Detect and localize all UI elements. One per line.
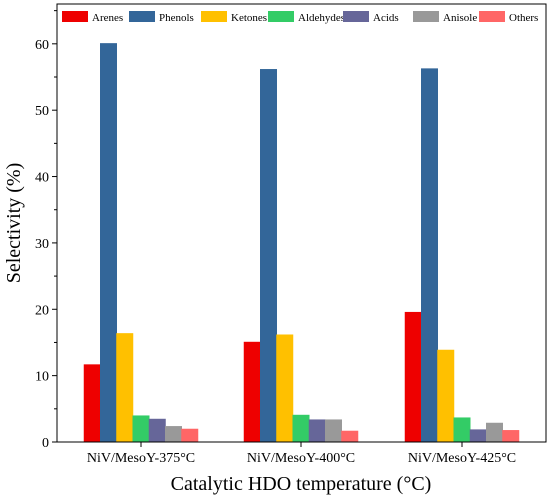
bar-others-3 [502,430,520,442]
bar-others-2 [341,430,359,442]
x-category-label: NiV/MesoY-400°C [247,451,355,466]
y-tick-label: 20 [35,303,49,318]
legend-swatch-ketones [201,11,227,22]
y-tick-label: 10 [35,370,49,385]
legend: Arenes Phenols Ketones Aldehydes Acids Anisol… [62,11,538,24]
legend-label-arenes: Arenes [92,12,123,24]
bars-group [83,43,520,443]
x-axis-ticks: NiV/MesoY-375°C NiV/MesoY-400°C NiV/MesoY-… [87,442,516,466]
bar-others-1 [181,428,199,442]
legend-swatch-acids [343,11,369,22]
bar-acids-1 [148,418,166,442]
bar-ketones-3 [437,349,455,442]
legend-swatch-arenes [62,11,88,22]
legend-label-aldehydes: Aldehydes [298,12,345,24]
bar-acids-2 [308,419,326,442]
bar-ketones-1 [116,333,134,442]
bar-anisole-3 [486,422,503,442]
bar-anisole-2 [325,419,342,442]
legend-label-ketones: Ketones [231,12,267,24]
bar-phenols-3 [421,68,438,443]
bar-aldehydes-1 [132,415,150,442]
legend-label-others: Others [509,12,538,24]
y-tick-label: 50 [35,104,49,119]
bar-arenes-1 [83,364,101,442]
bar-ketones-2 [276,334,294,442]
x-category-label: NiV/MesoY-375°C [87,451,195,466]
legend-swatch-anisole [413,11,439,22]
bar-arenes-3 [404,311,422,442]
legend-label-anisole: Anisole [443,12,477,24]
bar-aldehydes-2 [292,414,310,442]
y-tick-label: 40 [35,171,49,186]
bar-acids-3 [469,429,487,442]
legend-swatch-aldehydes [268,11,294,22]
legend-swatch-phenols [129,11,155,22]
legend-label-acids: Acids [373,12,399,24]
y-tick-label: 60 [35,38,49,53]
bar-arenes-2 [243,341,261,442]
x-category-label: NiV/MesoY-425°C [408,451,516,466]
bar-anisole-1 [165,426,182,442]
x-axis-title: Catalytic HDO temperature (°C) [171,473,432,495]
legend-swatch-others [479,11,505,22]
y-tick-label: 0 [42,436,49,451]
bar-aldehydes-3 [453,417,471,442]
y-axis-ticks: 0 10 20 30 40 50 60 [35,10,57,451]
bar-phenols-1 [100,43,117,443]
legend-label-phenols: Phenols [159,12,194,24]
y-axis-title: Selectivity (%) [3,163,25,284]
y-tick-label: 30 [35,237,49,252]
bar-phenols-2 [260,69,277,442]
